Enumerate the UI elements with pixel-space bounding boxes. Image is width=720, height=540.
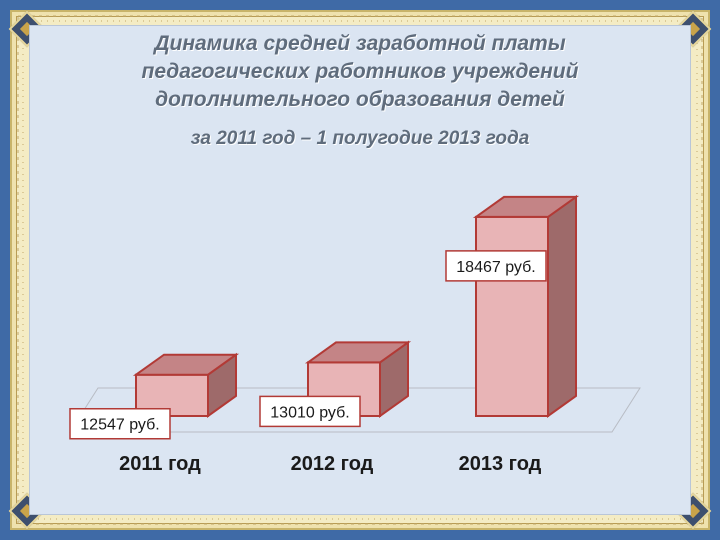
x-tick-label: 2012 год xyxy=(291,453,374,475)
data-label-box xyxy=(69,407,171,440)
chart-floor xyxy=(69,387,641,433)
data-label-box xyxy=(259,395,361,428)
bar-top-2011 год xyxy=(132,353,240,376)
x-tick-label: 2013 год xyxy=(459,453,542,475)
data-label: 18467 руб. xyxy=(456,259,535,276)
x-tick-label: 2011 год xyxy=(119,453,201,475)
title-line-1: Динамика средней заработной платы xyxy=(154,32,566,55)
bar-top-2012 год xyxy=(304,341,412,364)
title-line-2: педагогических работников учреждений xyxy=(141,60,579,83)
bar-front-2013 год xyxy=(475,215,549,417)
data-label: 12547 руб. xyxy=(80,417,159,434)
title-line-3: дополнительного образования детей xyxy=(155,88,565,111)
data-label: 13010 руб. xyxy=(270,404,349,421)
title-block: Динамика средней заработной платы педаго… xyxy=(0,30,720,152)
bar-side-2013 год xyxy=(547,194,577,418)
chart-subtitle: за 2011 год – 1 полугодие 2013 года xyxy=(190,128,530,149)
data-label-box xyxy=(445,250,547,282)
bar-top-2013 год xyxy=(472,195,580,218)
